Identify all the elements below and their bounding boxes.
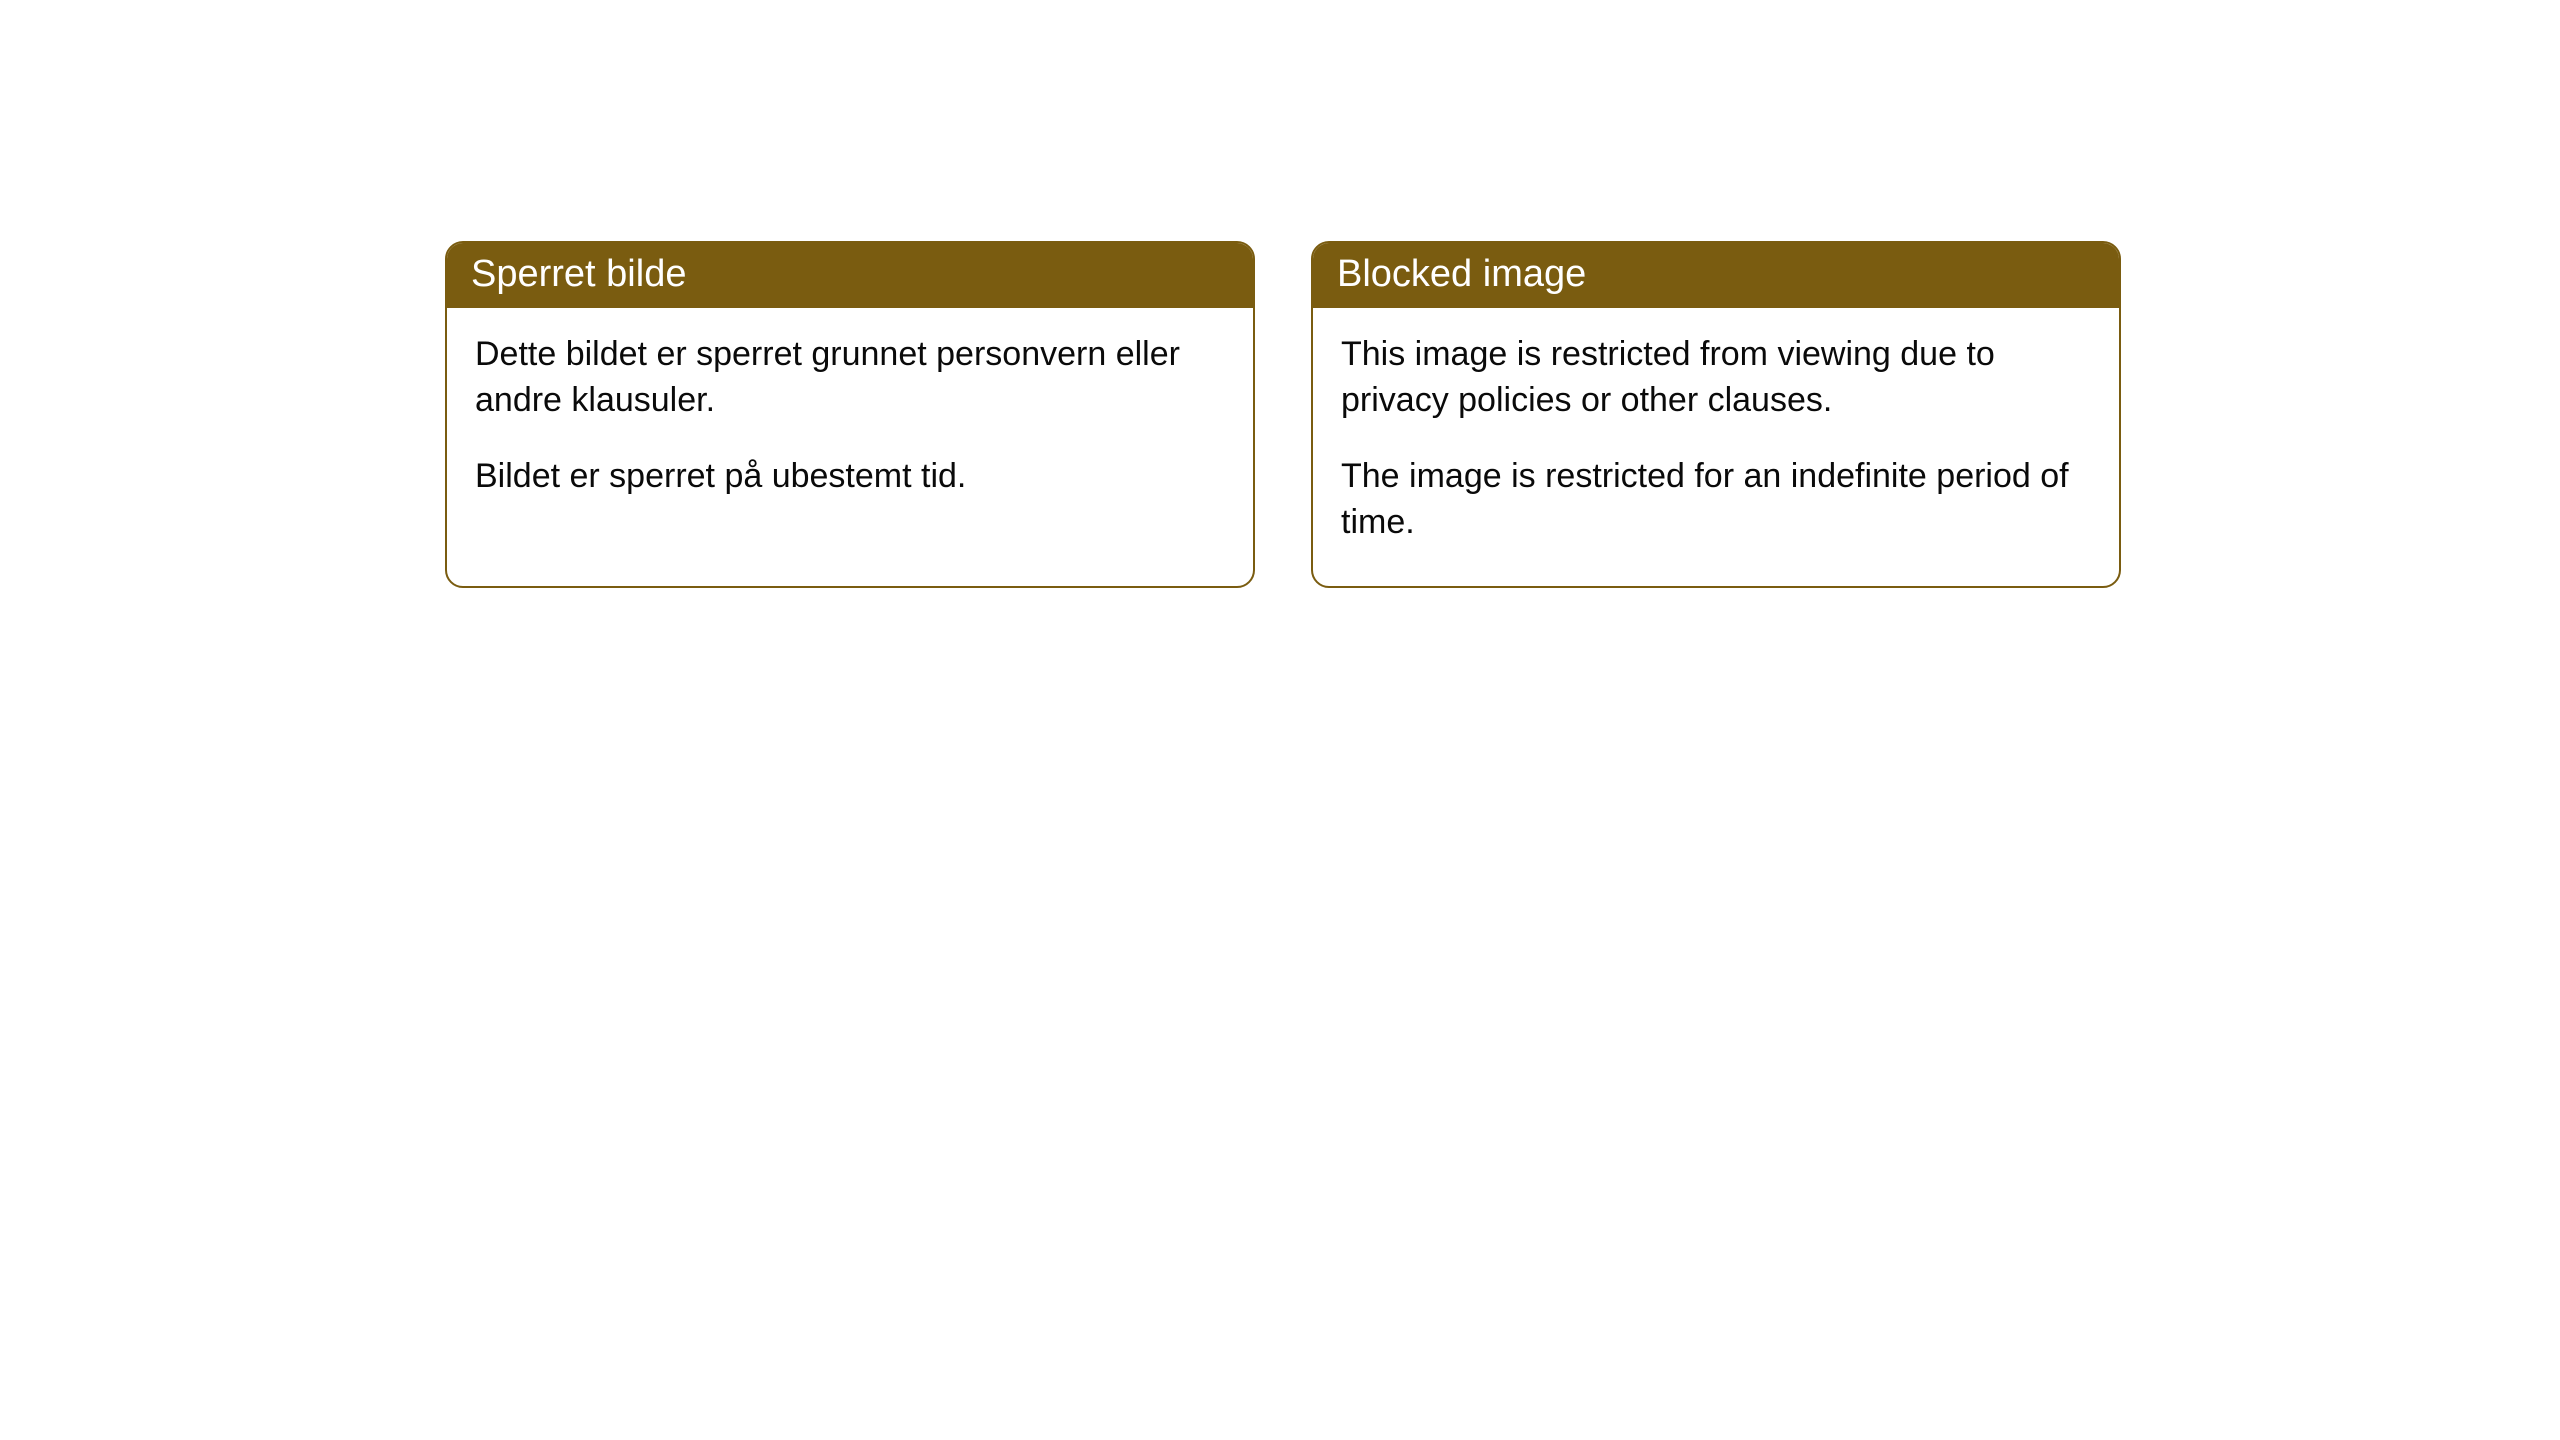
notice-card-english: Blocked image This image is restricted f… (1311, 241, 2121, 588)
notice-cards-container: Sperret bilde Dette bildet er sperret gr… (445, 241, 2121, 588)
card-paragraph: The image is restricted for an indefinit… (1341, 454, 2091, 546)
card-title: Blocked image (1337, 253, 1586, 295)
card-header: Sperret bilde (447, 243, 1253, 308)
card-body: This image is restricted from viewing du… (1313, 308, 2119, 586)
card-header: Blocked image (1313, 243, 2119, 308)
notice-card-norwegian: Sperret bilde Dette bildet er sperret gr… (445, 241, 1255, 588)
card-paragraph: Dette bildet er sperret grunnet personve… (475, 332, 1225, 424)
card-paragraph: This image is restricted from viewing du… (1341, 332, 2091, 424)
card-body: Dette bildet er sperret grunnet personve… (447, 308, 1253, 540)
card-title: Sperret bilde (471, 253, 686, 295)
card-paragraph: Bildet er sperret på ubestemt tid. (475, 454, 1225, 500)
